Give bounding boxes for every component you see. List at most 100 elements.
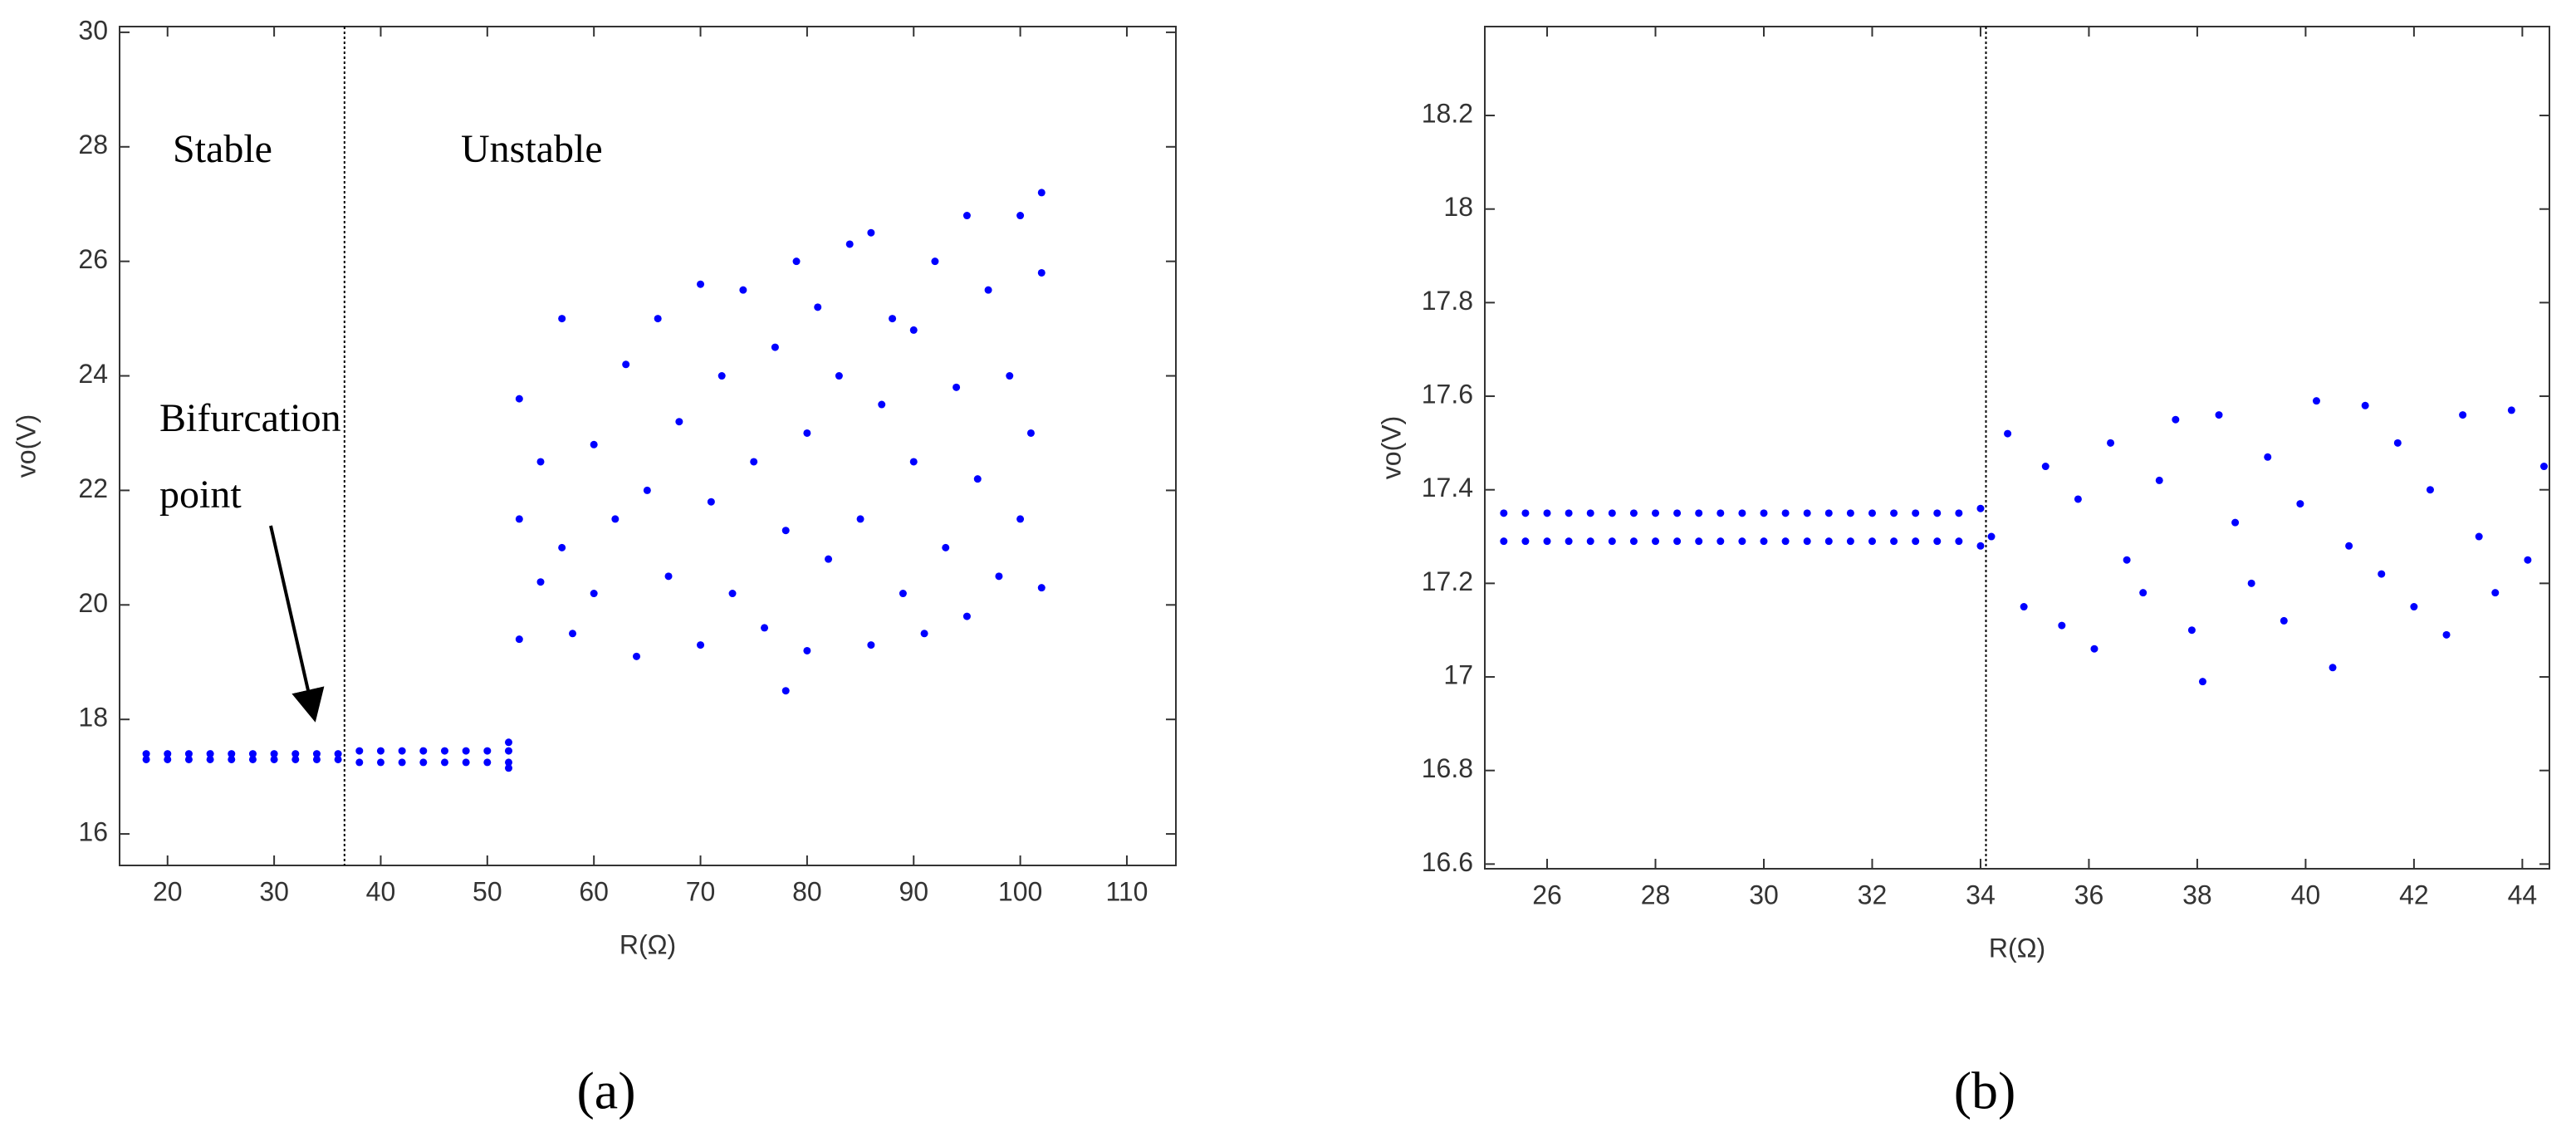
arrow [269,525,325,723]
data-point [398,747,406,755]
data-point [2074,495,2082,503]
data-point [1717,509,1725,517]
data-point [2231,518,2240,527]
data-point [462,758,470,767]
data-point [835,372,843,380]
data-point [515,395,523,403]
data-point [2155,476,2163,484]
data-point [856,515,864,523]
data-point [462,747,470,755]
data-point [1037,584,1046,592]
y-tick-label: 18 [78,703,108,733]
data-point [1955,537,1963,546]
data-point [1803,509,1811,517]
data-point [1824,509,1833,517]
x-tick-label: 60 [579,876,609,906]
data-point [270,755,278,763]
panel-label: (a) [576,1061,635,1120]
y-tick-label: 26 [78,244,108,274]
data-point [504,738,512,747]
y-tick-label: 18 [1443,192,1473,222]
data-point [1586,537,1594,546]
data-point [206,755,214,763]
data-point [376,758,384,767]
y-tick-label: 30 [78,15,108,45]
data-point [2090,645,2099,653]
data-point [2139,589,2147,597]
x-tick-label: 20 [153,876,183,906]
x-tick-label: 40 [366,876,396,906]
data-point [1890,537,1898,546]
data-point [781,527,790,535]
data-point [622,360,630,369]
y-tick-label: 22 [78,473,108,503]
data-point [1803,537,1811,546]
data-point [1521,537,1530,546]
x-tick-label: 44 [2508,880,2538,909]
data-point [1760,537,1768,546]
data-point [1673,537,1682,546]
y-axis-label: vo(V) [11,414,41,478]
data-point [1016,515,1025,523]
data-point [2215,411,2223,419]
data-point [270,750,278,758]
y-tick-label: 17.4 [1422,473,1473,502]
data-point [1976,542,1985,550]
data-point [962,612,971,620]
x-tick-label: 80 [792,876,822,906]
data-point [398,758,406,767]
data-point [899,590,907,598]
data-point [1912,509,1920,517]
data-point [909,326,918,334]
data-point [2020,603,2028,611]
data-point [440,758,448,767]
data-point [1565,537,1573,546]
data-point [334,750,342,758]
data-point [2507,406,2515,414]
data-point [2539,463,2548,471]
data-point [889,315,897,323]
data-point [825,555,833,563]
data-point [675,418,683,426]
data-point [1006,372,1014,380]
data-point [2426,486,2434,494]
data-point [1543,509,1551,517]
data-point [376,747,384,755]
data-point [2123,556,2131,564]
data-point [909,458,918,466]
data-point [1629,537,1638,546]
data-point [1781,509,1790,517]
y-tick-label: 16 [78,817,108,847]
data-point [312,755,321,763]
data-point [1695,509,1703,517]
y-tick-label: 17.6 [1422,379,1473,409]
data-point [440,747,448,755]
data-point [1824,537,1833,546]
data-point [761,624,769,632]
data-point [984,286,992,294]
y-tick-label: 28 [78,130,108,159]
data-point [2107,439,2115,447]
data-point [867,641,875,649]
data-point [504,758,512,767]
data-point [664,572,673,581]
data-point [1868,537,1876,546]
data-point [2329,664,2337,672]
annotation: point [159,473,242,517]
data-point [845,240,854,248]
data-point [1987,532,1996,541]
data-point [920,630,928,638]
data-point [2475,532,2483,541]
data-point [184,750,193,758]
data-point [558,315,566,323]
y-tick-label: 16.6 [1422,847,1473,877]
data-point [419,758,428,767]
data-point [1846,537,1854,546]
x-tick-label: 110 [1105,876,1148,906]
data-point [1652,537,1660,546]
y-tick-label: 17 [1443,659,1473,689]
data-point [973,475,982,483]
data-point [792,257,801,266]
data-point [942,543,950,551]
data-point [2296,500,2304,508]
